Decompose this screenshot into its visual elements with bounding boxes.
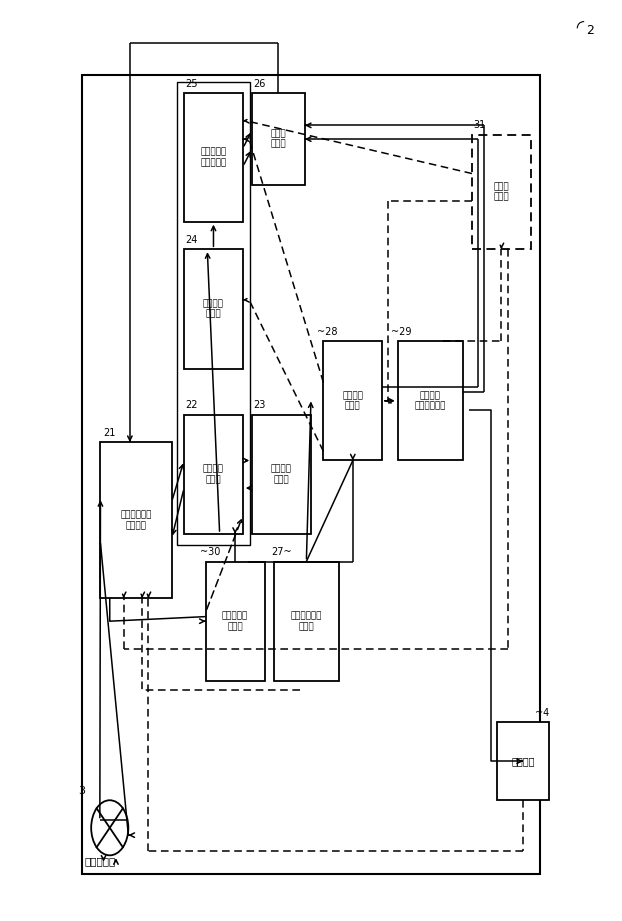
Bar	[472, 134, 531, 250]
Bar	[206, 562, 264, 681]
Text: データ
格納部: データ 格納部	[271, 130, 286, 149]
Text: 画像サーバ: 画像サーバ	[85, 857, 116, 867]
Text: 2: 2	[587, 24, 595, 38]
Bar	[101, 442, 172, 599]
Text: 25: 25	[185, 78, 198, 88]
Bar	[274, 562, 339, 681]
Text: 23: 23	[253, 400, 266, 410]
Bar	[497, 722, 549, 800]
Text: 24: 24	[185, 235, 198, 245]
Text: 22: 22	[185, 400, 198, 410]
Bar	[177, 82, 250, 545]
Text: 31: 31	[473, 120, 486, 130]
Text: サーバ
制御部: サーバ 制御部	[493, 182, 509, 202]
Text: 管理マーカ
画像登録部: 管理マーカ 画像登録部	[200, 147, 226, 168]
Text: 禁止画像
編集部: 禁止画像 編集部	[203, 299, 224, 319]
Bar	[184, 414, 243, 534]
Text: ~28: ~28	[317, 327, 338, 336]
Bar	[184, 93, 243, 222]
Bar	[323, 341, 382, 460]
Text: ~30: ~30	[200, 547, 220, 557]
Text: 画像データ
検索部: 画像データ 検索部	[222, 612, 248, 631]
Text: 管理画像
生成部: 管理画像 生成部	[342, 391, 363, 411]
Text: 3: 3	[78, 786, 85, 796]
Text: 禁止画像
選択部: 禁止画像 選択部	[271, 464, 292, 484]
Text: 管理画像
トリミング部: 管理画像 トリミング部	[414, 391, 446, 411]
Text: アクセスキー
発行部: アクセスキー 発行部	[290, 612, 322, 631]
Bar	[184, 250, 243, 368]
Text: 27~: 27~	[271, 547, 291, 557]
Bar	[82, 75, 540, 874]
Text: サーバデータ
送受信部: サーバデータ 送受信部	[120, 510, 152, 530]
Text: ~29: ~29	[391, 327, 412, 336]
Text: 21: 21	[103, 427, 116, 437]
Bar	[397, 341, 463, 460]
Text: ~4: ~4	[535, 707, 549, 717]
Bar	[252, 414, 311, 534]
Text: 26: 26	[253, 78, 266, 88]
Bar	[252, 93, 305, 185]
Text: プリンタ: プリンタ	[511, 756, 535, 766]
Text: 禁止画像
生成部: 禁止画像 生成部	[203, 464, 224, 484]
